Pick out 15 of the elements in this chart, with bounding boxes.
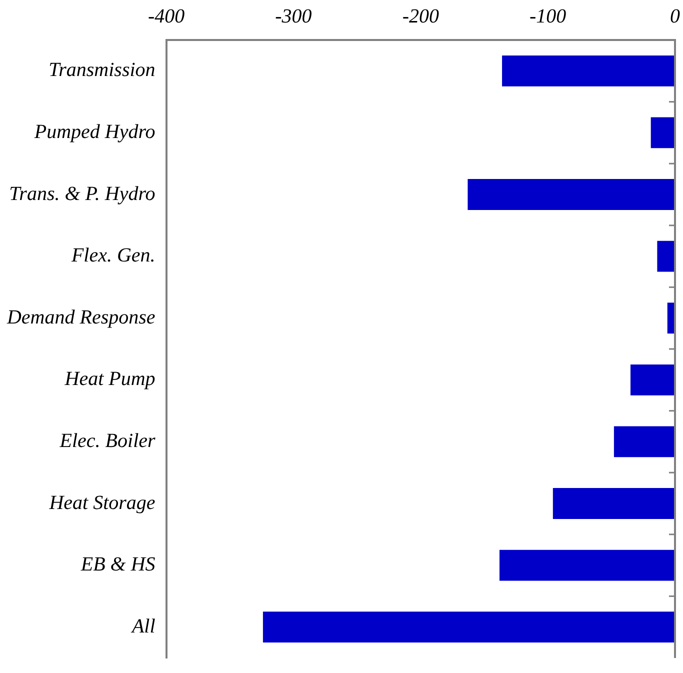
x-tick-label: 0 <box>670 5 680 28</box>
y-tick-label: Demand Response <box>6 306 156 328</box>
y-tick-label: EB & HS <box>80 554 156 576</box>
x-tick-label: -100 <box>529 5 566 28</box>
y-tick-label: Transmission <box>48 59 156 82</box>
y-tick-label: Elec. Boiler <box>58 430 156 452</box>
y-tick-label: Heat Pump <box>64 368 156 390</box>
x-tick-label: -200 <box>402 5 439 28</box>
y-tick-label: Trans. & P. Hydro <box>9 182 156 205</box>
y-tick-label: Pumped Hydro <box>33 120 156 143</box>
y-tick-label: Heat Storage <box>48 492 156 514</box>
y-tick-label: All <box>130 615 156 638</box>
x-tick-label: -300 <box>275 5 312 28</box>
x-tick-label: -400 <box>148 5 185 28</box>
y-tick-label: Flex. Gen. <box>70 244 156 267</box>
